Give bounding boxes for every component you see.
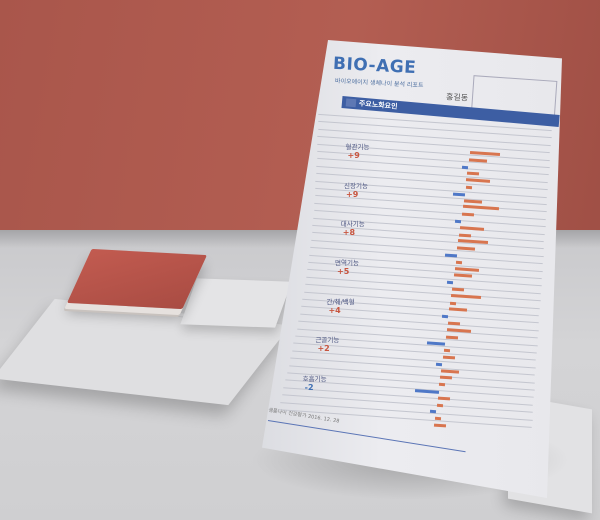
section-label: 대사기능 [340,220,365,229]
chart-bar [443,348,450,353]
section-score: +8 [342,228,356,238]
section-score: +2 [317,344,330,354]
banner-tag [345,98,357,108]
chart-bar [459,233,472,238]
chart-bar [463,198,482,204]
section-label: 호흡기능 [302,374,327,383]
section-score: +5 [337,267,350,276]
section-score: -2 [304,382,314,392]
section-label: 혈관기능 [345,143,370,152]
chart-bar [452,192,465,197]
chart-bar [465,185,472,190]
section-score: +4 [328,305,341,315]
report-logo: BIO-AGE [332,53,417,79]
chart-bar [442,314,449,319]
chart-bar [450,301,457,305]
chart-bar [441,368,460,374]
chart-bar [446,280,453,285]
chart-bar [435,362,443,367]
section-score: +9 [347,151,360,161]
section-label: 근골기능 [315,336,340,345]
red-business-card-stack [67,248,207,310]
white-card-stack [180,278,292,328]
chart-bar [455,260,462,265]
banner-title: 주요노화요인 [358,99,398,111]
section-label: 간/췌/백혈 [326,297,355,306]
chart-bar [462,165,469,169]
chart-bar [437,396,450,401]
section-score: +9 [346,189,359,199]
section-label: 신장기능 [344,181,368,190]
section-label: 면역기능 [335,259,359,267]
chart-bar [439,382,446,387]
chart-bar [436,403,443,407]
chart-bar [445,335,458,340]
patient-name: 홍길동 [445,92,469,103]
chart-bar [434,416,441,421]
chart-bar [454,219,462,224]
